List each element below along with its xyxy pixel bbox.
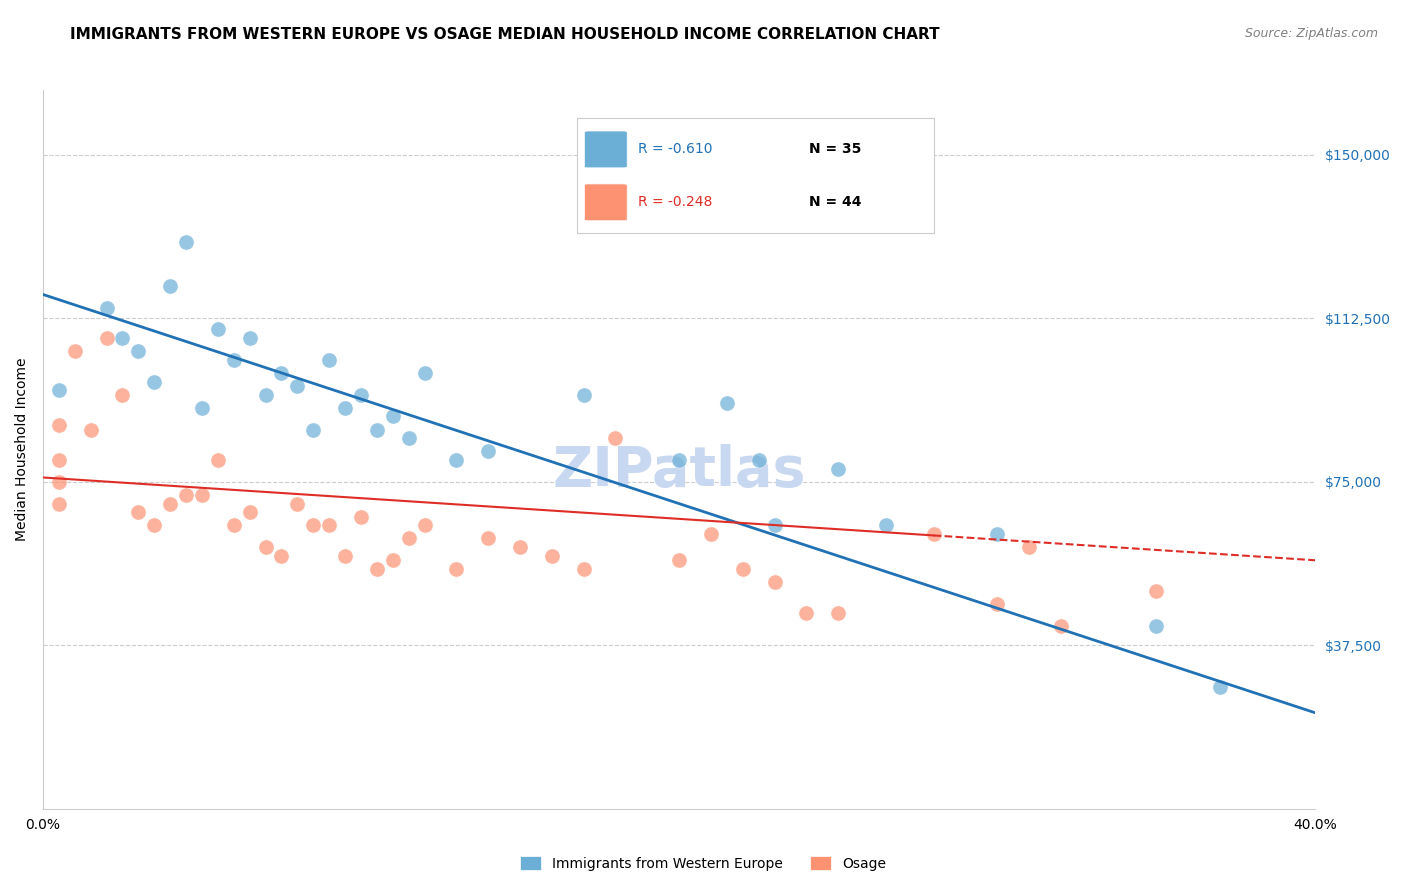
Point bbox=[318, 518, 340, 533]
Point bbox=[381, 553, 404, 567]
Point bbox=[986, 597, 1008, 611]
Point bbox=[1144, 618, 1167, 632]
Point bbox=[827, 462, 849, 476]
Point bbox=[668, 453, 690, 467]
Point bbox=[79, 423, 101, 437]
Point bbox=[748, 453, 770, 467]
Y-axis label: Median Household Income: Median Household Income bbox=[15, 358, 30, 541]
Point bbox=[222, 518, 245, 533]
Point bbox=[763, 518, 786, 533]
Point bbox=[333, 401, 356, 415]
Text: Source: ZipAtlas.com: Source: ZipAtlas.com bbox=[1244, 27, 1378, 40]
Point bbox=[159, 497, 181, 511]
Point bbox=[48, 497, 70, 511]
Point bbox=[668, 553, 690, 567]
Point bbox=[285, 497, 308, 511]
Point bbox=[143, 375, 166, 389]
Point bbox=[763, 575, 786, 590]
Point bbox=[1018, 540, 1040, 554]
Point bbox=[254, 540, 277, 554]
Point bbox=[1209, 680, 1232, 694]
Point bbox=[127, 505, 149, 519]
Point bbox=[96, 331, 118, 345]
Point bbox=[174, 235, 197, 249]
Point bbox=[48, 384, 70, 398]
Point bbox=[350, 387, 373, 401]
Point bbox=[96, 301, 118, 315]
Point bbox=[207, 453, 229, 467]
Point bbox=[875, 518, 897, 533]
Point bbox=[572, 387, 595, 401]
Point bbox=[127, 344, 149, 359]
Point bbox=[159, 278, 181, 293]
Point bbox=[794, 606, 817, 620]
Point bbox=[270, 549, 292, 563]
Point bbox=[477, 532, 499, 546]
Point bbox=[207, 322, 229, 336]
Point bbox=[827, 606, 849, 620]
Point bbox=[254, 387, 277, 401]
Point bbox=[270, 366, 292, 380]
Point bbox=[318, 352, 340, 367]
Point bbox=[48, 475, 70, 489]
Point bbox=[398, 431, 420, 445]
Point bbox=[1049, 618, 1071, 632]
Point bbox=[731, 562, 754, 576]
Point bbox=[111, 387, 134, 401]
Point bbox=[191, 401, 214, 415]
Point bbox=[700, 527, 723, 541]
Point bbox=[350, 509, 373, 524]
Point bbox=[922, 527, 945, 541]
Point bbox=[398, 532, 420, 546]
Legend: Immigrants from Western Europe, Osage: Immigrants from Western Europe, Osage bbox=[515, 850, 891, 876]
Point bbox=[446, 453, 468, 467]
Point bbox=[509, 540, 531, 554]
Point bbox=[48, 453, 70, 467]
Point bbox=[111, 331, 134, 345]
Point bbox=[302, 518, 325, 533]
Point bbox=[239, 505, 262, 519]
Point bbox=[174, 488, 197, 502]
Point bbox=[477, 444, 499, 458]
Point bbox=[540, 549, 562, 563]
Point bbox=[381, 409, 404, 424]
Point bbox=[191, 488, 214, 502]
Point bbox=[366, 423, 388, 437]
Point bbox=[333, 549, 356, 563]
Point bbox=[572, 562, 595, 576]
Point bbox=[1144, 583, 1167, 598]
Point bbox=[413, 518, 436, 533]
Point bbox=[986, 527, 1008, 541]
Text: IMMIGRANTS FROM WESTERN EUROPE VS OSAGE MEDIAN HOUSEHOLD INCOME CORRELATION CHAR: IMMIGRANTS FROM WESTERN EUROPE VS OSAGE … bbox=[70, 27, 941, 42]
Point bbox=[285, 379, 308, 393]
Point bbox=[413, 366, 436, 380]
Text: ZIPatlas: ZIPatlas bbox=[553, 443, 806, 498]
Point bbox=[366, 562, 388, 576]
Point bbox=[63, 344, 86, 359]
Point bbox=[716, 396, 738, 410]
Point bbox=[143, 518, 166, 533]
Point bbox=[302, 423, 325, 437]
Point bbox=[605, 192, 627, 206]
Point bbox=[222, 352, 245, 367]
Point bbox=[605, 431, 627, 445]
Point bbox=[239, 331, 262, 345]
Point bbox=[446, 562, 468, 576]
Point bbox=[48, 418, 70, 433]
